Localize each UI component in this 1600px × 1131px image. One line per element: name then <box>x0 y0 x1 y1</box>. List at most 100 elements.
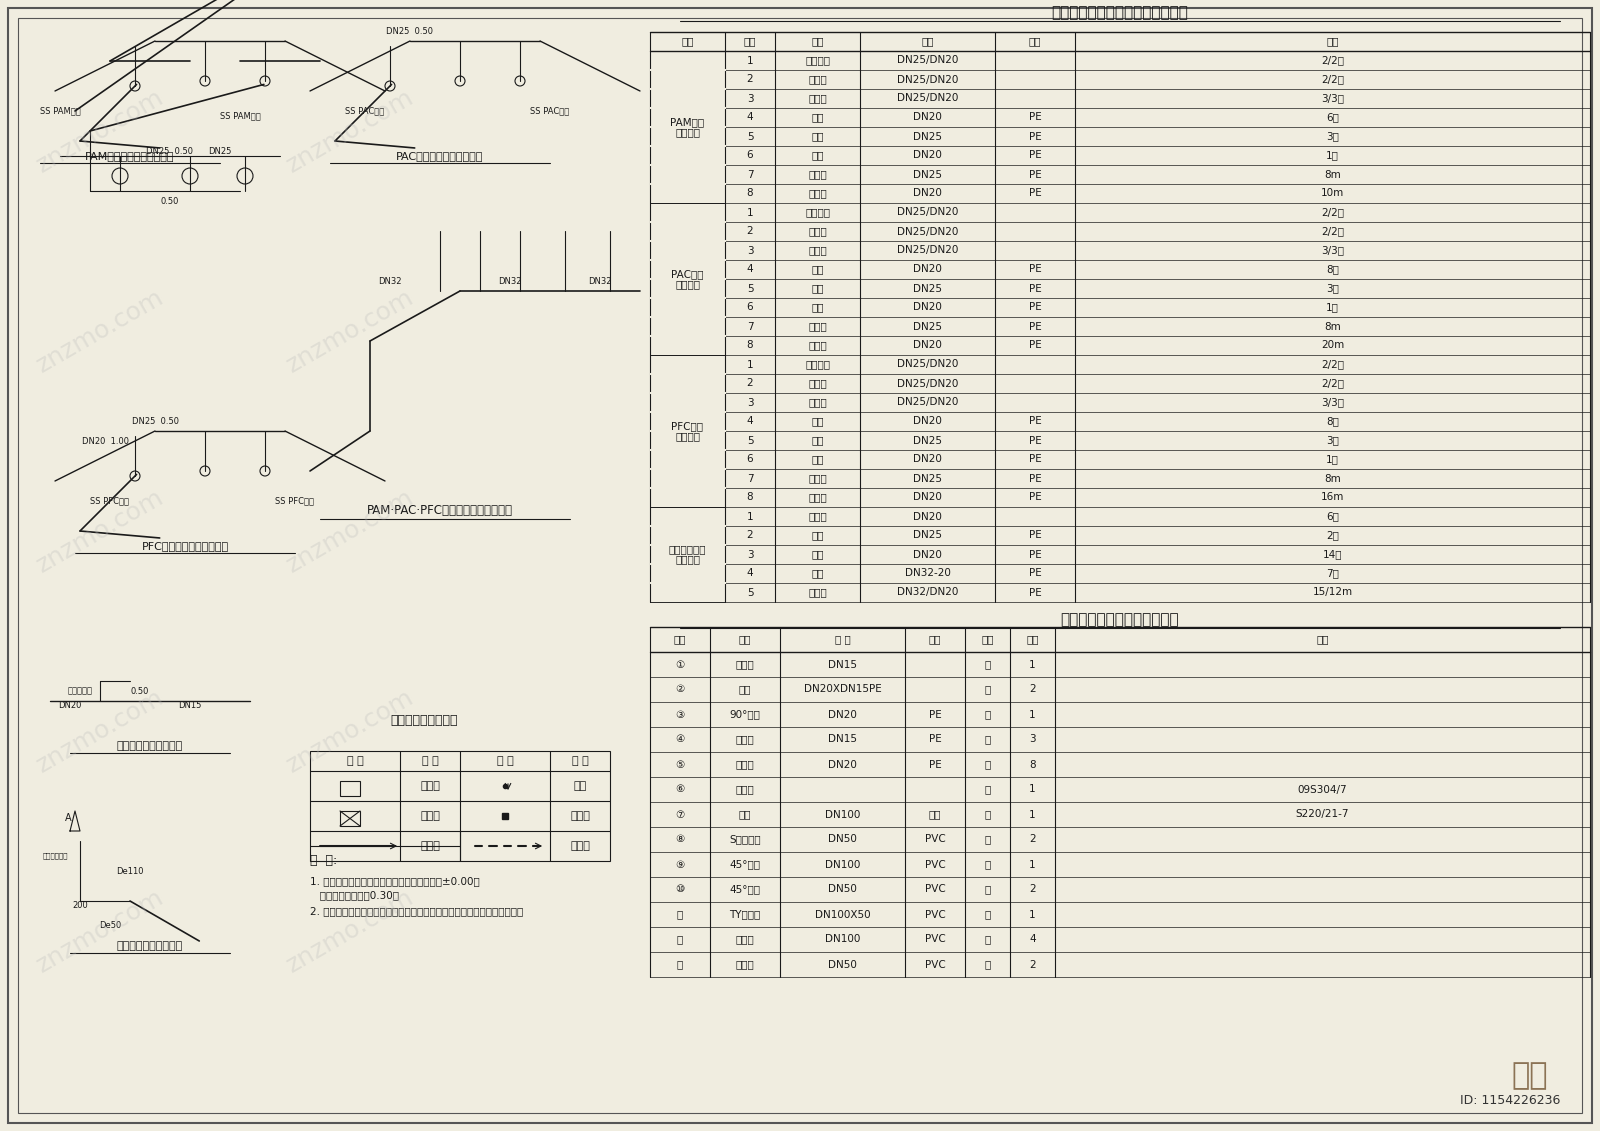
Text: PE: PE <box>1029 530 1042 541</box>
Text: znzmo.com: znzmo.com <box>282 285 418 377</box>
Text: 3: 3 <box>1029 734 1035 744</box>
Text: DN20: DN20 <box>914 189 942 199</box>
Bar <box>310 751 610 861</box>
Text: DN25/DN20: DN25/DN20 <box>898 55 958 66</box>
Text: PVC: PVC <box>925 835 946 845</box>
Text: 截止阀: 截止阀 <box>808 245 827 256</box>
Text: PE: PE <box>1029 340 1042 351</box>
Text: 知末: 知末 <box>1512 1062 1549 1090</box>
Text: 三通: 三通 <box>739 684 752 694</box>
Text: 挠性接头: 挠性接头 <box>805 207 830 217</box>
Text: 米: 米 <box>984 934 990 944</box>
Text: PE: PE <box>1029 321 1042 331</box>
Text: ①: ① <box>675 659 685 670</box>
Text: DN15: DN15 <box>178 701 202 710</box>
Text: 项目: 项目 <box>682 36 694 46</box>
Text: 2: 2 <box>747 75 754 85</box>
Bar <box>339 811 360 826</box>
Text: 3: 3 <box>747 550 754 560</box>
Text: 0.50: 0.50 <box>162 197 179 206</box>
Text: DN32-20: DN32-20 <box>904 569 950 578</box>
Text: PE: PE <box>1029 150 1042 161</box>
Text: DN20: DN20 <box>914 550 942 560</box>
Text: 材料: 材料 <box>928 634 941 645</box>
Text: 单位: 单位 <box>981 634 994 645</box>
Text: 给水管: 给水管 <box>736 760 754 769</box>
Text: DN20: DN20 <box>914 511 942 521</box>
Text: SS PAC线端: SS PAC线端 <box>530 106 570 115</box>
Text: 止回阀: 止回阀 <box>808 75 827 85</box>
Text: 14个: 14个 <box>1323 550 1342 560</box>
Text: DN100: DN100 <box>826 860 861 870</box>
Text: DN25  0.50: DN25 0.50 <box>131 416 179 425</box>
Text: 三通: 三通 <box>811 150 824 161</box>
Text: 09S304/7: 09S304/7 <box>1298 785 1347 794</box>
Text: 2: 2 <box>1029 684 1035 694</box>
Text: 生活给水管: 生活给水管 <box>67 687 93 696</box>
Text: 个: 个 <box>984 684 990 694</box>
Text: DN100X50: DN100X50 <box>814 909 870 920</box>
Text: 个: 个 <box>984 860 990 870</box>
Text: 图 例: 图 例 <box>347 756 363 766</box>
Text: 备注: 备注 <box>1317 634 1328 645</box>
Text: 90°弯头: 90°弯头 <box>730 709 760 719</box>
Text: 截止阀: 截止阀 <box>808 94 827 104</box>
Text: 加药间给水管系系统图: 加药间给水管系系统图 <box>117 741 182 751</box>
Text: 排水管: 排水管 <box>736 959 754 969</box>
Text: DN25/DN20: DN25/DN20 <box>898 360 958 370</box>
Text: 给水管: 给水管 <box>736 734 754 744</box>
Text: 米: 米 <box>984 760 990 769</box>
Text: DN20XDN15PE: DN20XDN15PE <box>803 684 882 694</box>
Text: 5: 5 <box>747 587 754 597</box>
Text: 3: 3 <box>747 245 754 256</box>
Text: 4: 4 <box>747 112 754 122</box>
Text: PE: PE <box>1029 302 1042 312</box>
Text: 淋浴池: 淋浴池 <box>421 811 440 821</box>
Text: SS PAM线端: SS PAM线端 <box>221 112 261 121</box>
Text: DN25/DN20: DN25/DN20 <box>898 379 958 389</box>
Text: 地漏: 地漏 <box>573 782 587 791</box>
Text: 45°弯头: 45°弯头 <box>730 860 760 870</box>
Text: DN32: DN32 <box>378 276 402 285</box>
Text: 材质: 材质 <box>1029 36 1042 46</box>
Text: DN50: DN50 <box>829 959 858 969</box>
Text: ID: 1154226236: ID: 1154226236 <box>1459 1095 1560 1107</box>
Text: 连接管: 连接管 <box>808 340 827 351</box>
Text: 名 称: 名 称 <box>571 756 589 766</box>
Text: De110: De110 <box>117 866 144 875</box>
Text: 个: 个 <box>984 810 990 820</box>
Text: PVC: PVC <box>925 909 946 920</box>
Text: 连接管: 连接管 <box>808 587 827 597</box>
Text: 6: 6 <box>747 150 754 161</box>
Text: 2/2个: 2/2个 <box>1322 207 1344 217</box>
Text: 1: 1 <box>1029 709 1035 719</box>
Text: 管道系统: 管道系统 <box>675 127 701 137</box>
Text: 2: 2 <box>747 379 754 389</box>
Text: DN25: DN25 <box>914 131 942 141</box>
Text: 3个: 3个 <box>1326 131 1339 141</box>
Text: 三通: 三通 <box>811 284 824 294</box>
Text: DN50: DN50 <box>829 884 858 895</box>
Text: DN25/DN20: DN25/DN20 <box>898 245 958 256</box>
Text: znzmo.com: znzmo.com <box>32 485 168 577</box>
Text: PE: PE <box>928 760 941 769</box>
Text: 截止阀: 截止阀 <box>808 397 827 407</box>
Text: ⑪: ⑪ <box>677 909 683 920</box>
Text: ③: ③ <box>675 709 685 719</box>
Text: 20m: 20m <box>1322 340 1344 351</box>
Text: PAC药液配制输送管系统图: PAC药液配制输送管系统图 <box>397 152 483 161</box>
Text: PAM药液配制输送管系统图: PAM药液配制输送管系统图 <box>85 152 174 161</box>
Text: 三通: 三通 <box>811 435 824 446</box>
Text: PVC: PVC <box>925 959 946 969</box>
Text: A: A <box>66 813 72 823</box>
Text: TY型三通: TY型三通 <box>730 909 760 920</box>
Text: PE: PE <box>1029 492 1042 502</box>
Text: 截止阀: 截止阀 <box>808 511 827 521</box>
Text: 5: 5 <box>747 435 754 446</box>
Text: DN25: DN25 <box>914 474 942 483</box>
Text: 地漏: 地漏 <box>739 810 752 820</box>
Text: 3/3个: 3/3个 <box>1322 245 1344 256</box>
Text: 1: 1 <box>1029 785 1035 794</box>
Text: 个: 个 <box>984 659 990 670</box>
Text: 1: 1 <box>1029 810 1035 820</box>
